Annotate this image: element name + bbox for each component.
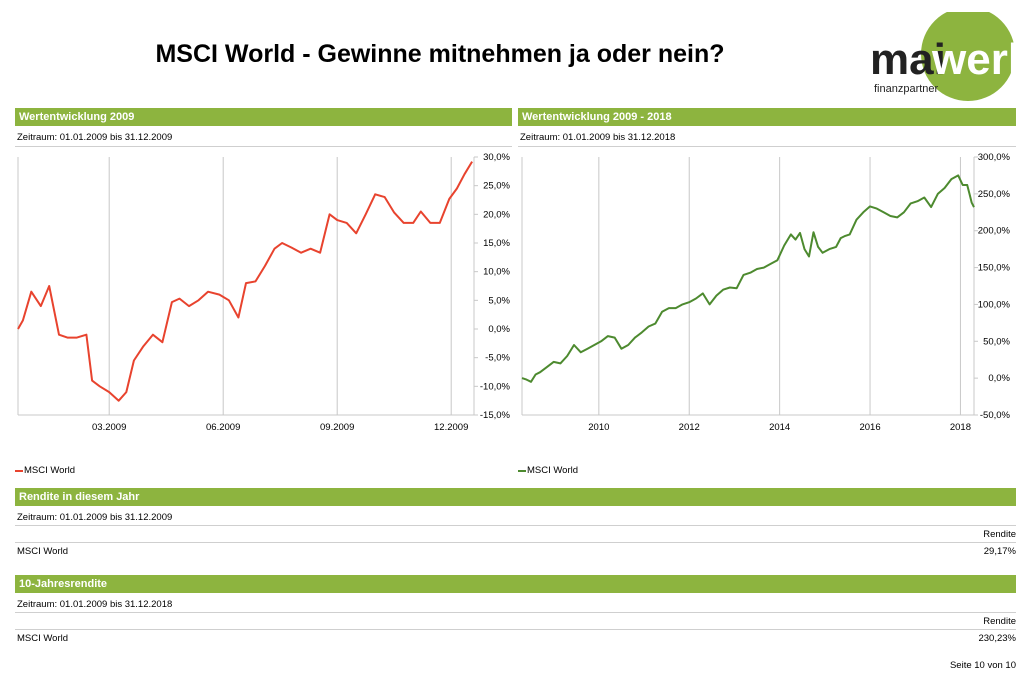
y-tick-label: 250,0% <box>978 189 1011 200</box>
y-tick-label: 0,0% <box>988 373 1010 384</box>
y-tick-label: -5,0% <box>485 353 510 364</box>
section-year-row-value: 29,17% <box>983 546 1016 557</box>
section-10y-period: Zeitraum: 01.01.2009 bis 31.12.2018 <box>17 599 173 610</box>
y-tick-label: 15,0% <box>483 238 510 249</box>
section-year-period: Zeitraum: 01.01.2009 bis 31.12.2009 <box>17 512 173 523</box>
x-tick-label: 09.2009 <box>320 422 354 433</box>
section-year-heading: Rendite in diesem Jahr <box>15 488 1016 506</box>
panel-left-heading: Wertentwicklung 2009 <box>15 108 512 126</box>
y-tick-label: 0,0% <box>488 324 510 335</box>
divider <box>15 525 1016 526</box>
legend-label-right: MSCI World <box>527 465 579 476</box>
x-tick-label: 12.2009 <box>434 422 468 433</box>
section-year-col-header: Rendite <box>983 529 1016 540</box>
legend-label-left: MSCI World <box>24 465 76 476</box>
x-tick-label: 2012 <box>679 422 700 433</box>
logo-word-left: mai <box>870 35 946 84</box>
x-tick-label: 2010 <box>588 422 609 433</box>
page-title: MSCI World - Gewinne mitnehmen ja oder n… <box>155 40 725 68</box>
y-tick-label: 10,0% <box>483 267 510 278</box>
y-tick-label: 5,0% <box>488 295 510 306</box>
y-tick-label: 25,0% <box>483 181 510 192</box>
x-tick-label: 2018 <box>950 422 971 433</box>
y-tick-label: 150,0% <box>978 263 1011 274</box>
legend-swatch-left <box>15 470 23 472</box>
maiwerk-logo: mai werk finanzpartner <box>870 12 1018 101</box>
y-tick-label: -15,0% <box>480 410 511 421</box>
logo-circle <box>921 12 1015 101</box>
section-10y-row-value: 230,23% <box>978 633 1016 644</box>
chart-wertentwicklung-2009: 03.2009 06.2009 09.2009 12.2009 30,0% 25,0% 20… <box>17 152 511 433</box>
divider <box>15 146 512 147</box>
x-tick-label: 06.2009 <box>206 422 240 433</box>
divider <box>15 629 1016 630</box>
chart-wertentwicklung-2009-2018: 2010 2012 2014 2016 2018 300,0% 250,0% 200,0% 15… <box>521 152 1011 433</box>
x-tick-label: 2016 <box>859 422 880 433</box>
y-tick-label: 50,0% <box>983 336 1010 347</box>
y-tick-label: 20,0% <box>483 209 510 220</box>
divider <box>518 146 1016 147</box>
section-year-row-label: MSCI World <box>17 546 69 557</box>
panel-right-heading: Wertentwicklung 2009 - 2018 <box>518 108 1016 126</box>
panel-right-period: Zeitraum: 01.01.2009 bis 31.12.2018 <box>520 132 676 143</box>
y-tick-label: -50,0% <box>980 410 1011 421</box>
series-line-msci-world <box>521 174 975 383</box>
section-10y-row-label: MSCI World <box>17 633 69 644</box>
section-10y-col-header: Rendite <box>983 616 1016 627</box>
divider <box>15 612 1016 613</box>
x-tick-label: 03.2009 <box>92 422 126 433</box>
series-line-msci-world <box>17 161 473 402</box>
y-tick-label: 300,0% <box>978 152 1011 163</box>
section-10y-heading: 10-Jahresrendite <box>15 575 1016 593</box>
y-tick-label: 30,0% <box>483 152 510 163</box>
x-tick-label: 2014 <box>769 422 790 433</box>
y-tick-label: 200,0% <box>978 226 1011 237</box>
y-tick-label: 100,0% <box>978 299 1011 310</box>
divider <box>15 542 1016 543</box>
logo-word-right: werk <box>931 35 1018 84</box>
logo-subline: finanzpartner <box>874 83 939 95</box>
panel-left-period: Zeitraum: 01.01.2009 bis 31.12.2009 <box>17 132 173 143</box>
y-tick-label: -10,0% <box>480 381 511 392</box>
legend-swatch-right <box>518 470 526 472</box>
page-number: Seite 10 von 10 <box>949 660 1016 671</box>
